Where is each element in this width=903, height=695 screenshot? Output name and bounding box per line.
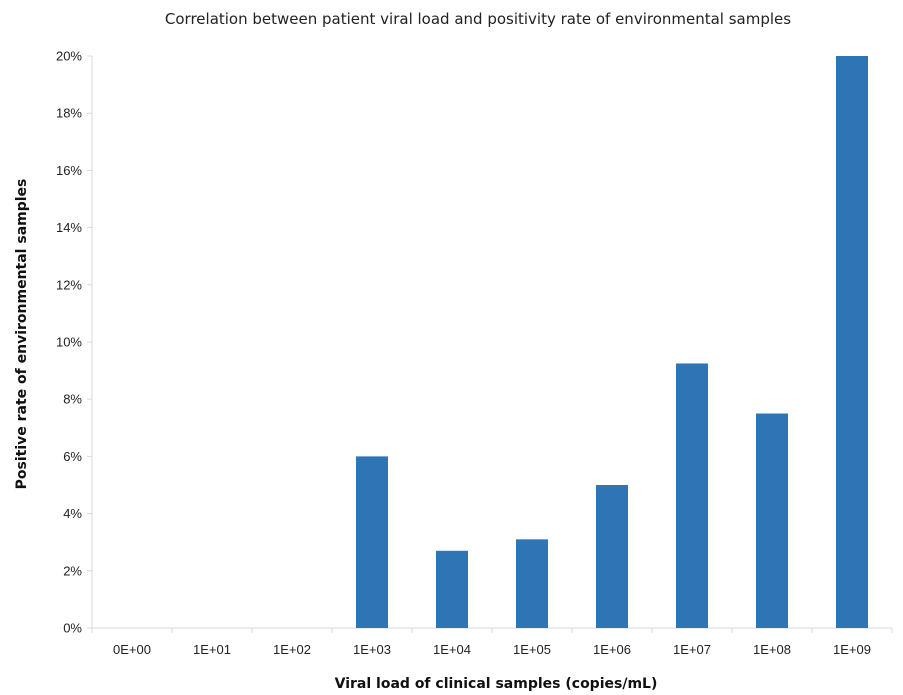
y-tick-label: 20%: [56, 49, 82, 64]
x-tick-label: 0E+00: [113, 642, 151, 657]
y-tick-label: 6%: [63, 449, 82, 464]
y-axis-title: Positive rate of environmental samples: [14, 179, 30, 490]
x-tick-label: 1E+05: [513, 642, 551, 657]
x-tick-label: 1E+08: [753, 642, 791, 657]
y-tick-label: 14%: [56, 220, 82, 235]
x-tick-label: 1E+02: [273, 642, 311, 657]
y-tick-label: 2%: [63, 563, 82, 578]
chart-title: Correlation between patient viral load a…: [165, 10, 791, 28]
bar-1E+06: [596, 485, 628, 628]
x-tick-label: 1E+09: [833, 642, 871, 657]
bar-1E+03: [356, 456, 388, 628]
y-tick-label: 0%: [63, 621, 82, 636]
y-tick-label: 12%: [56, 277, 82, 292]
bars: [356, 56, 868, 628]
y-tick-label: 10%: [56, 335, 82, 350]
bar-1E+08: [756, 414, 788, 629]
x-tick-label: 1E+04: [433, 642, 471, 657]
x-tick-label: 1E+07: [673, 642, 711, 657]
bar-1E+09: [836, 56, 868, 628]
bar-1E+04: [436, 551, 468, 628]
y-tick-label: 18%: [56, 106, 82, 121]
bar-1E+07: [676, 363, 708, 628]
y-axis-ticks: 0% 2% 4% 6% 8% 10% 12% 14% 16% 18% 20%: [56, 49, 92, 636]
x-tick-label: 1E+01: [193, 642, 231, 657]
x-tick-label: 1E+03: [353, 642, 391, 657]
y-tick-label: 4%: [63, 506, 82, 521]
y-tick-label: 16%: [56, 163, 82, 178]
bar-1E+05: [516, 539, 548, 628]
x-tick-label: 1E+06: [593, 642, 631, 657]
y-tick-label: 8%: [63, 392, 82, 407]
x-axis-ticks: 0E+00 1E+01 1E+02 1E+03 1E+04 1E+05 1E+06 1E+07…: [92, 628, 892, 657]
x-axis-title: Viral load of clinical samples (copies/m…: [335, 676, 658, 692]
